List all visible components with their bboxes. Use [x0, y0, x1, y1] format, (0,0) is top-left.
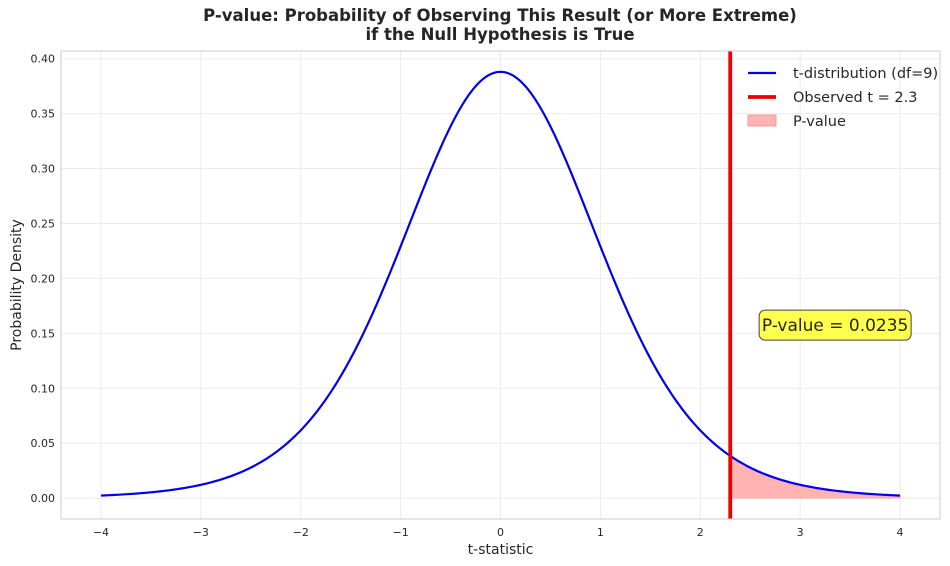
y-tick-label: 0.20 [31, 272, 56, 285]
chart-title-line-2: if the Null Hypothesis is True [365, 25, 635, 44]
p-value-annotation: P-value = 0.0235 [758, 309, 912, 341]
annotation-box [758, 309, 912, 341]
legend-swatch-p-value [747, 114, 777, 127]
t-distribution-curve [100, 70, 901, 497]
legend-label: t-distribution (df=9) [793, 66, 938, 82]
y-tick-label: 0.15 [31, 327, 56, 340]
y-tick-label: 0.05 [31, 437, 56, 450]
x-tick-labels: −4 −3 −2 −1 0 1 2 3 4 [93, 526, 904, 539]
y-tick-label: 0.00 [31, 492, 56, 505]
y-tick-label: 0.25 [31, 217, 56, 230]
grid-lines [61, 51, 940, 519]
x-tick-label: 4 [897, 526, 904, 539]
x-tick-label: −3 [193, 526, 209, 539]
x-tick-label: −4 [93, 526, 109, 539]
x-tick-label: 1 [597, 526, 604, 539]
curve-layer [100, 70, 901, 497]
legend-label: P-value [793, 114, 846, 130]
y-axis-label: Probability Density [9, 219, 25, 351]
x-tick-label: 0 [497, 526, 504, 539]
p-value-area-layer [729, 455, 901, 499]
legend-label: Observed t = 2.3 [793, 90, 917, 106]
x-tick-label: −1 [393, 526, 409, 539]
chart-title-line-1: P-value: Probability of Observing This R… [203, 6, 797, 25]
x-tick-label: 3 [797, 526, 804, 539]
y-tick-label: 0.35 [31, 108, 56, 121]
x-tick-label: 2 [697, 526, 704, 539]
legend: t-distribution (df=9) Observed t = 2.3 P-v… [747, 66, 938, 130]
chart-title: P-value: Probability of Observing This R… [0, 6, 950, 44]
p-value-area [729, 455, 901, 499]
y-tick-label: 0.10 [31, 382, 56, 395]
annotation-text: P-value = 0.0235 [762, 316, 909, 336]
y-tick-labels: 0.00 0.05 0.10 0.15 0.20 0.25 0.30 0.35 0.40 [31, 53, 56, 505]
y-tick-label: 0.40 [31, 53, 56, 66]
x-tick-label: −2 [293, 526, 309, 539]
y-tick-label: 0.30 [31, 163, 56, 176]
x-axis-label: t-statistic [468, 542, 534, 558]
plot-frame [60, 50, 941, 520]
